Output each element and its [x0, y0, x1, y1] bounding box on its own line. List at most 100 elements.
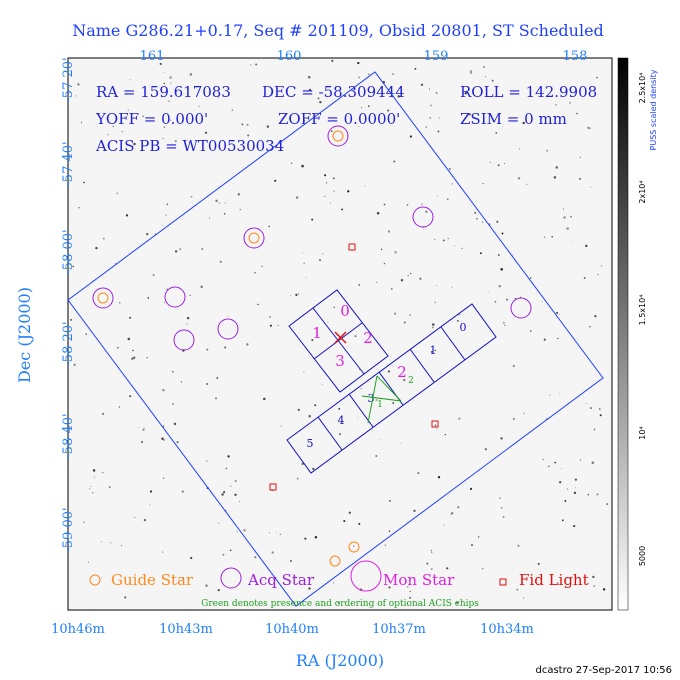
optional-chip-marks: [361, 375, 402, 424]
background-star: [88, 561, 89, 563]
background-star: [200, 285, 203, 289]
acq-star-marker: [412, 206, 434, 228]
background-star: [143, 426, 145, 428]
background-star: [131, 357, 134, 360]
background-star: [229, 549, 232, 552]
legend-fid-label: Fid Light: [519, 571, 589, 589]
background-star: [437, 476, 441, 479]
background-star: [112, 125, 114, 128]
fid-light-marker: [269, 483, 277, 491]
background-star: [307, 75, 311, 79]
background-star: [311, 218, 314, 221]
background-star: [413, 509, 416, 513]
background-star: [85, 333, 87, 335]
background-star: [237, 193, 240, 196]
left-tick-label: -59 00': [61, 507, 76, 552]
background-star: [117, 346, 119, 349]
background-star: [358, 76, 361, 79]
background-star: [488, 291, 490, 293]
background-star: [397, 95, 400, 98]
background-star: [295, 293, 298, 297]
background-star: [186, 323, 188, 325]
background-star: [436, 428, 438, 430]
background-star: [215, 397, 217, 400]
background-star: [501, 232, 504, 235]
background-star: [394, 251, 397, 254]
colorbar-tick: 2x10⁴: [638, 180, 647, 203]
background-star: [574, 478, 578, 481]
background-star: [129, 79, 131, 81]
background-star: [186, 316, 190, 320]
background-star: [579, 156, 582, 159]
background-star: [92, 492, 94, 494]
background-star: [180, 381, 183, 383]
background-star: [161, 551, 164, 553]
acis-s4-label: 4: [338, 414, 345, 427]
background-star: [576, 112, 578, 115]
background-star: [578, 177, 581, 180]
background-star: [319, 100, 322, 104]
background-star: [589, 325, 591, 328]
fid-lights: [269, 243, 439, 491]
background-star: [201, 248, 204, 250]
background-star: [261, 265, 263, 267]
background-star: [368, 73, 370, 75]
background-star: [304, 120, 306, 122]
background-star: [409, 314, 411, 316]
background-star: [410, 272, 412, 275]
background-star: [431, 551, 433, 553]
background-star: [133, 142, 136, 146]
background-star: [421, 203, 423, 205]
background-star: [179, 248, 182, 251]
background-star: [451, 286, 453, 288]
background-star: [83, 521, 85, 523]
credit-line: dcastro 27-Sep-2017 10:56: [535, 665, 672, 676]
background-star: [451, 183, 454, 185]
background-star: [477, 536, 480, 538]
background-star: [163, 82, 166, 85]
guide-star-marker: [332, 130, 344, 142]
background-star: [280, 425, 282, 427]
background-star: [268, 532, 270, 534]
background-star: [425, 210, 428, 213]
colorbar: 2.5x10⁴ 2x10⁴ 1.5x10⁴ 10⁴ 5000 PUSS scal…: [617, 57, 658, 611]
bottom-tick-label: 10h40m: [265, 622, 319, 637]
background-star: [339, 433, 341, 435]
background-star: [425, 126, 427, 128]
background-star: [590, 186, 592, 188]
background-star: [312, 467, 315, 470]
background-star: [593, 585, 596, 587]
background-star: [239, 501, 241, 503]
optional-chip-2-label: 2: [408, 376, 414, 386]
background-star: [305, 277, 307, 279]
background-star: [231, 109, 234, 111]
diagram-title: Name G286.21+0.17, Seq # 201109, Obsid 2…: [72, 21, 604, 40]
background-star: [573, 525, 576, 528]
background-star: [142, 115, 144, 117]
background-star: [553, 176, 557, 179]
background-star: [301, 462, 304, 466]
acq-star-marker: [217, 318, 239, 340]
info-yoff: YOFF = 0.000': [95, 110, 208, 128]
background-star: [269, 324, 272, 327]
background-star: [89, 488, 91, 490]
background-star: [90, 485, 92, 487]
bottom-tick-label: 10h43m: [159, 622, 213, 637]
background-star: [438, 117, 440, 119]
background-star: [461, 247, 463, 249]
background-star: [102, 472, 104, 474]
background-star: [484, 448, 487, 451]
background-star: [318, 259, 322, 262]
background-star: [149, 504, 151, 506]
background-star: [591, 461, 595, 464]
background-star: [442, 239, 445, 242]
background-star: [190, 195, 193, 198]
background-star: [206, 383, 208, 385]
acis-i-outline: [288, 289, 389, 393]
background-star: [140, 440, 144, 444]
background-star: [217, 96, 220, 98]
background-star: [308, 88, 312, 92]
acq-star-marker: [164, 286, 186, 308]
background-star: [561, 519, 564, 522]
background-star: [430, 104, 432, 107]
